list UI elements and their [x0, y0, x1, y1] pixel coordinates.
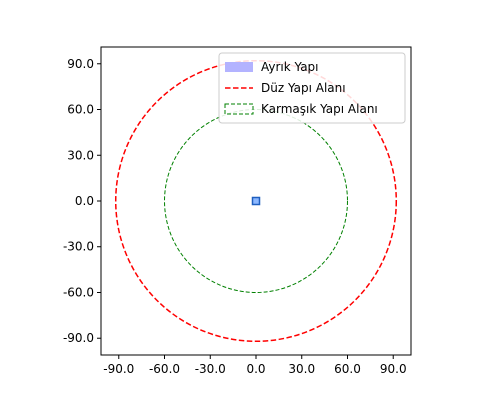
y-tick-label: -60.0	[63, 285, 94, 299]
y-tick-label: 0.0	[75, 194, 94, 208]
x-tick-label: -90.0	[103, 362, 134, 376]
y-tick-label: 30.0	[67, 148, 94, 162]
legend-box	[218, 52, 406, 124]
legend-label: Karmaşık Yapı Alanı	[261, 102, 378, 116]
y-tick-label: -30.0	[63, 240, 94, 254]
y-tick-label: 90.0	[67, 57, 94, 71]
legend-label: Düz Yapı Alanı	[261, 81, 346, 95]
legend-label: Ayrık Yapı	[261, 60, 319, 74]
x-tick-label: 90.0	[380, 362, 407, 376]
y-axis: -90.0 -60.0 -30.0 0.0 30.0 60.0 90.0	[63, 57, 101, 345]
x-tick-label: 60.0	[334, 362, 361, 376]
x-tick-label: -30.0	[195, 362, 226, 376]
y-tick-label: 60.0	[67, 103, 94, 117]
discrete-structure-square	[251, 196, 261, 206]
x-tick-label: -60.0	[149, 362, 180, 376]
x-axis: -90.0 -60.0 -30.0 0.0 30.0 60.0 90.0	[103, 355, 407, 376]
x-tick-label: 0.0	[246, 362, 265, 376]
y-tick-label: -90.0	[63, 331, 94, 345]
legend-swatch-discrete	[225, 62, 253, 72]
x-tick-label: 30.0	[288, 362, 315, 376]
legend-swatch-complex	[224, 103, 254, 115]
complex-structure-area-circle	[164, 109, 348, 293]
legend: Ayrık Yapı Düz Yapı Alanı Karmaşık Yapı Al…	[218, 52, 406, 124]
